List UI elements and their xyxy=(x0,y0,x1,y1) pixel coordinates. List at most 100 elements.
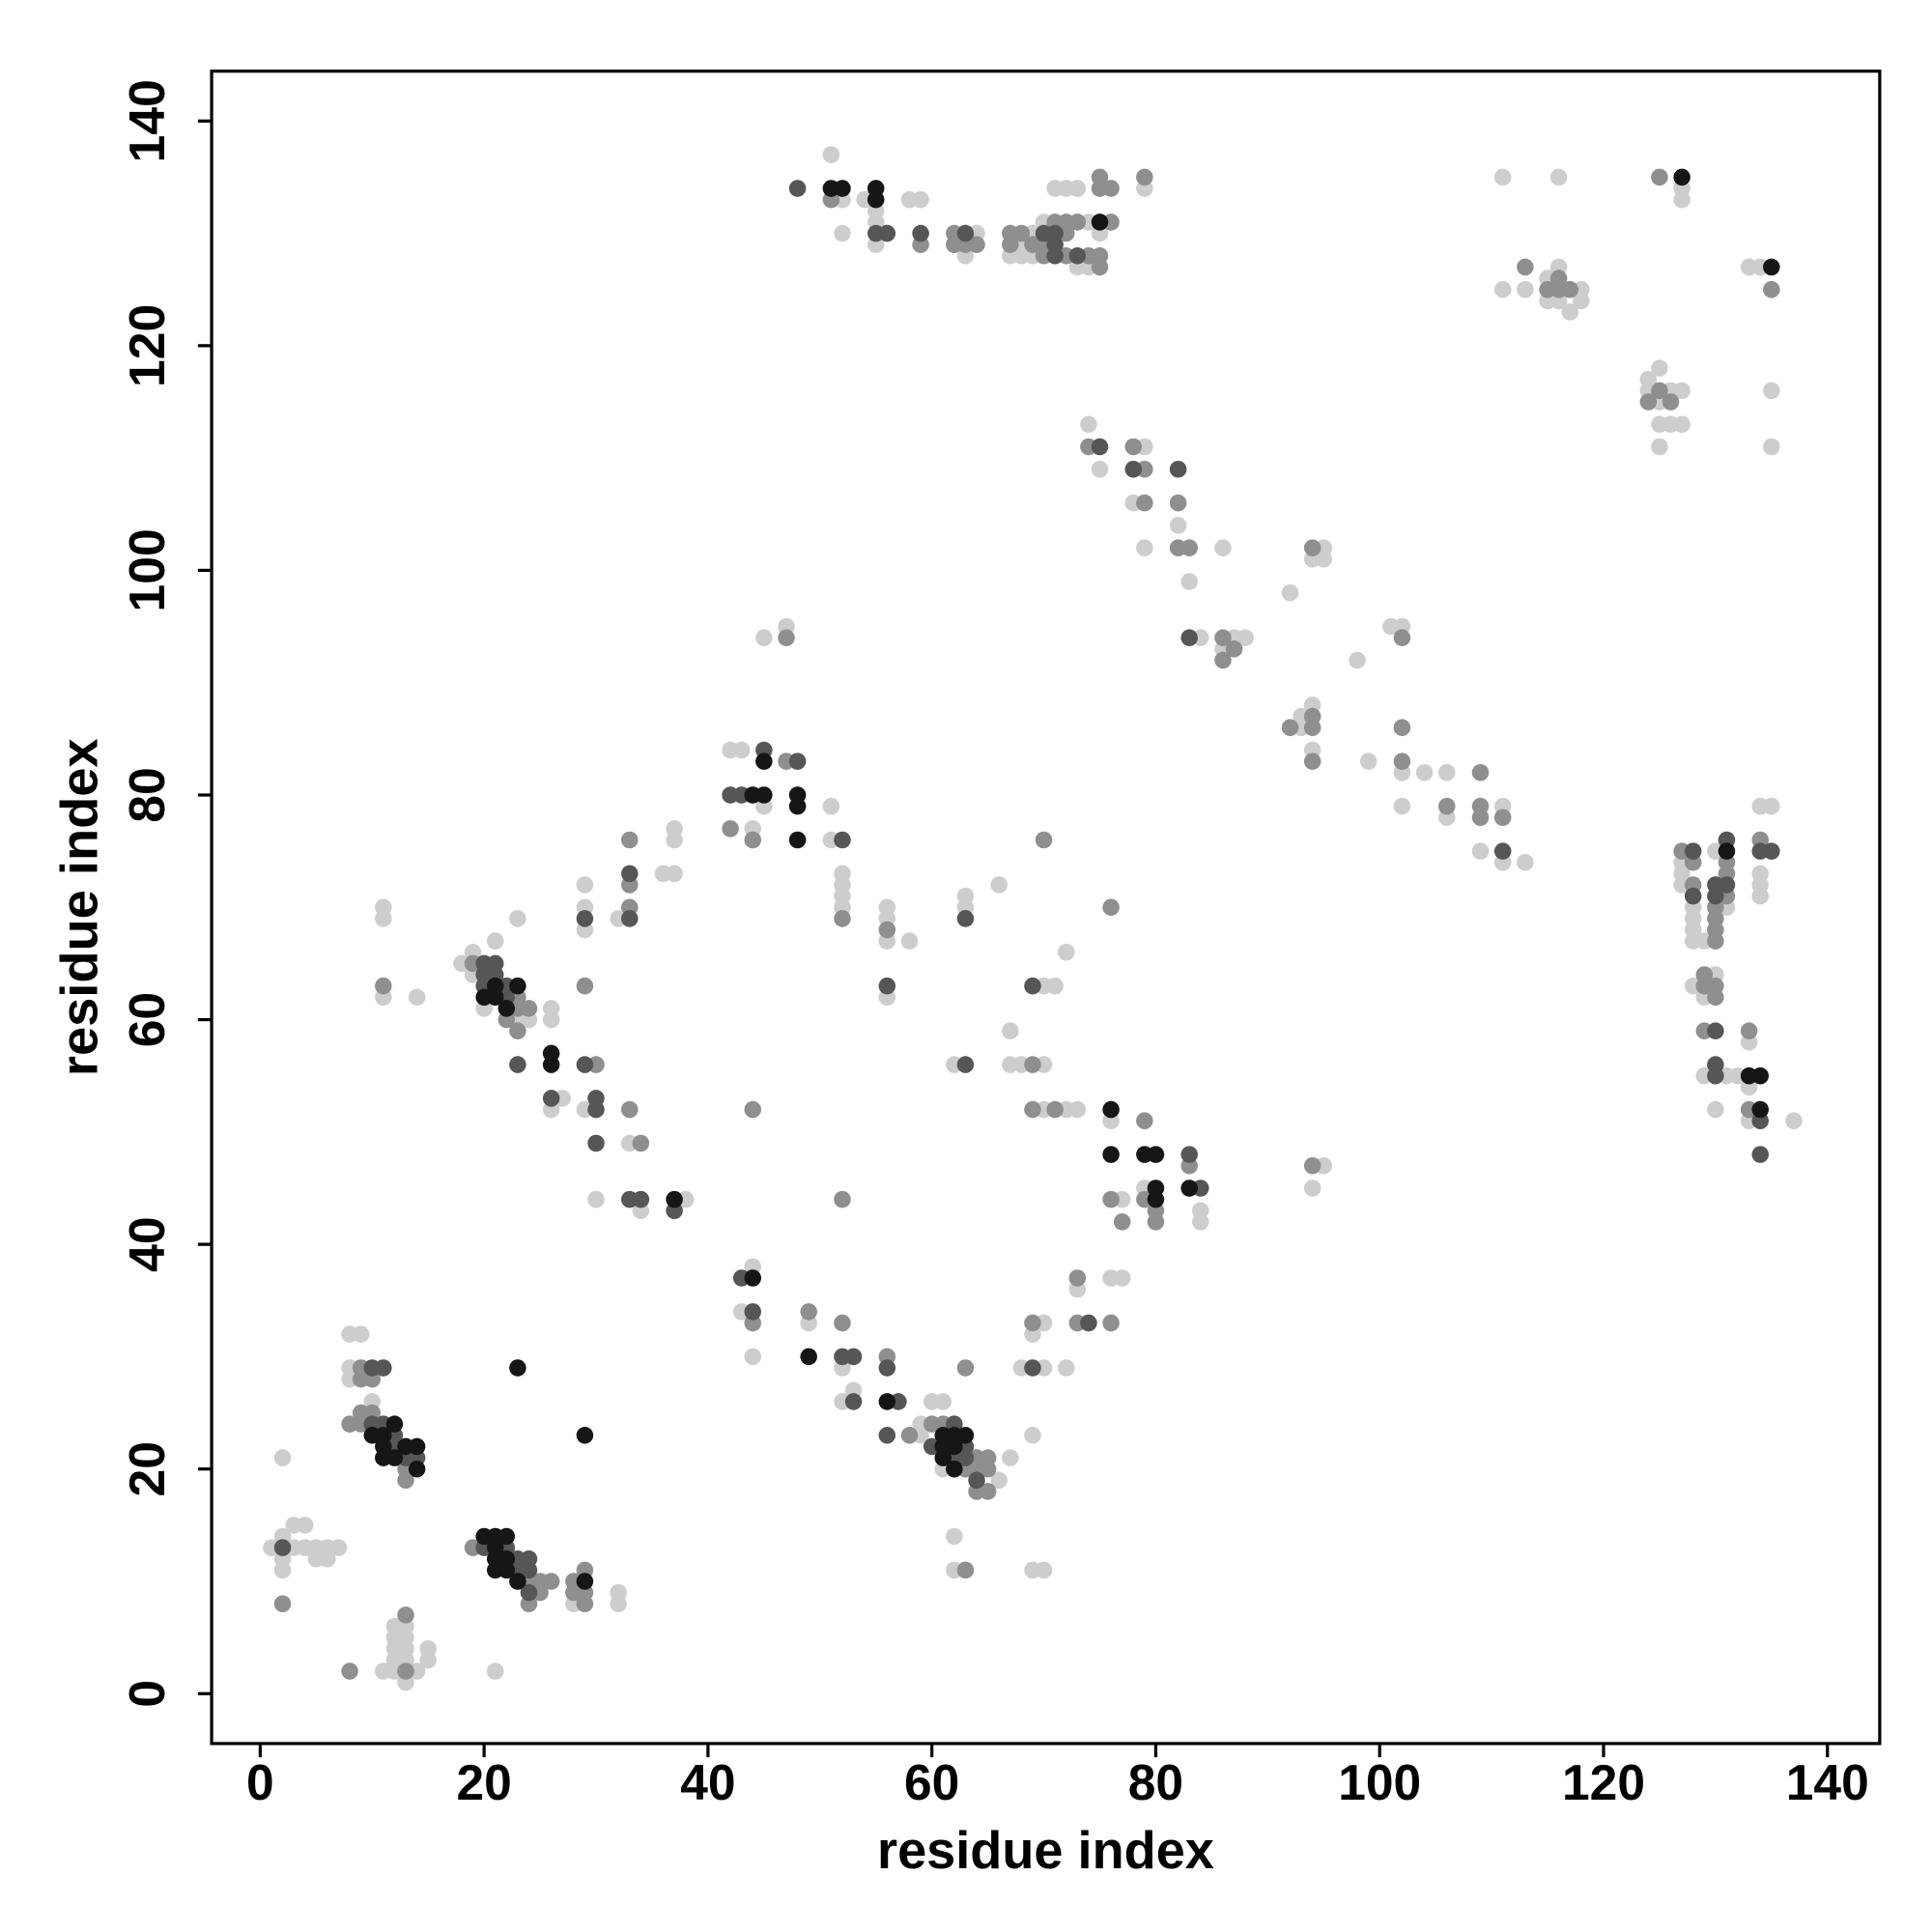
point xyxy=(878,977,896,995)
point xyxy=(1393,629,1411,646)
point xyxy=(576,876,594,894)
point xyxy=(878,1393,896,1410)
point xyxy=(1684,842,1702,860)
point xyxy=(744,1269,762,1287)
point xyxy=(867,190,885,209)
x-tick-label: 80 xyxy=(1128,1754,1183,1810)
point xyxy=(509,977,526,995)
point xyxy=(1225,640,1243,658)
point xyxy=(1080,1314,1097,1332)
point xyxy=(1091,213,1109,231)
point xyxy=(990,1471,1008,1490)
point xyxy=(1393,753,1411,770)
x-tick-label: 120 xyxy=(1562,1754,1645,1810)
point xyxy=(1180,1146,1198,1163)
x-tick-label: 140 xyxy=(1786,1754,1869,1810)
point xyxy=(587,1100,605,1119)
point xyxy=(1214,629,1232,646)
point xyxy=(822,797,840,815)
point xyxy=(1147,1213,1165,1231)
point xyxy=(1024,1427,1041,1444)
y-axis-label: residue index xyxy=(51,738,109,1076)
point xyxy=(497,1561,516,1579)
point xyxy=(375,977,392,995)
point xyxy=(408,988,426,1007)
point xyxy=(1763,280,1780,298)
point xyxy=(1651,382,1668,400)
point xyxy=(341,1662,358,1680)
point xyxy=(1437,797,1456,815)
point xyxy=(1471,763,1490,781)
point xyxy=(1651,359,1668,377)
point xyxy=(834,1314,851,1332)
point xyxy=(1517,853,1534,871)
point xyxy=(1102,180,1120,197)
point xyxy=(385,1415,404,1433)
point xyxy=(1102,1100,1120,1119)
point xyxy=(1024,977,1041,995)
point xyxy=(1315,551,1333,568)
point xyxy=(408,1460,426,1478)
point xyxy=(788,753,807,770)
point xyxy=(1124,438,1143,456)
point xyxy=(1415,763,1434,781)
x-tick-label: 100 xyxy=(1338,1754,1421,1810)
point xyxy=(419,1639,437,1658)
point xyxy=(542,1056,560,1073)
point xyxy=(1180,539,1198,556)
point xyxy=(509,1359,526,1377)
point xyxy=(1393,797,1411,815)
point xyxy=(844,1348,863,1366)
point xyxy=(587,1134,605,1152)
point xyxy=(1493,168,1512,186)
point xyxy=(1180,1179,1198,1197)
point xyxy=(1068,1100,1087,1119)
point xyxy=(1136,168,1153,186)
point xyxy=(1102,1314,1120,1332)
point xyxy=(486,988,504,1007)
x-tick-label: 40 xyxy=(680,1754,735,1810)
point xyxy=(385,1449,404,1466)
point xyxy=(408,1437,426,1456)
point xyxy=(1035,1561,1053,1579)
point xyxy=(1573,292,1590,310)
point xyxy=(397,1606,414,1624)
point xyxy=(329,1539,348,1556)
point xyxy=(1651,168,1668,186)
point xyxy=(1057,944,1075,961)
point xyxy=(1751,1066,1769,1085)
point xyxy=(1303,539,1321,556)
point xyxy=(576,1595,594,1613)
point xyxy=(1169,494,1187,512)
point xyxy=(576,977,594,995)
point xyxy=(632,1190,650,1208)
point xyxy=(1437,763,1456,781)
point xyxy=(1012,224,1031,242)
point xyxy=(1718,876,1736,894)
point xyxy=(878,224,896,242)
y-tick-label: 140 xyxy=(119,79,175,162)
point xyxy=(576,910,594,927)
point xyxy=(1214,651,1232,669)
point xyxy=(666,831,683,849)
point xyxy=(1517,280,1534,298)
point xyxy=(1113,1213,1131,1231)
point xyxy=(1763,797,1780,815)
y-tick-label: 120 xyxy=(119,304,175,387)
point xyxy=(878,921,896,939)
point xyxy=(273,1561,292,1579)
point xyxy=(1707,932,1724,950)
point xyxy=(610,1595,627,1613)
point xyxy=(834,910,851,927)
point xyxy=(1651,438,1668,456)
point xyxy=(1763,842,1780,860)
point xyxy=(946,1460,963,1478)
point xyxy=(509,910,526,927)
point xyxy=(744,1348,762,1366)
point xyxy=(1684,887,1702,905)
point xyxy=(1673,415,1690,434)
point xyxy=(576,1427,594,1444)
point xyxy=(1068,1269,1087,1287)
y-tick-label: 20 xyxy=(119,1441,175,1496)
point xyxy=(1214,539,1232,556)
